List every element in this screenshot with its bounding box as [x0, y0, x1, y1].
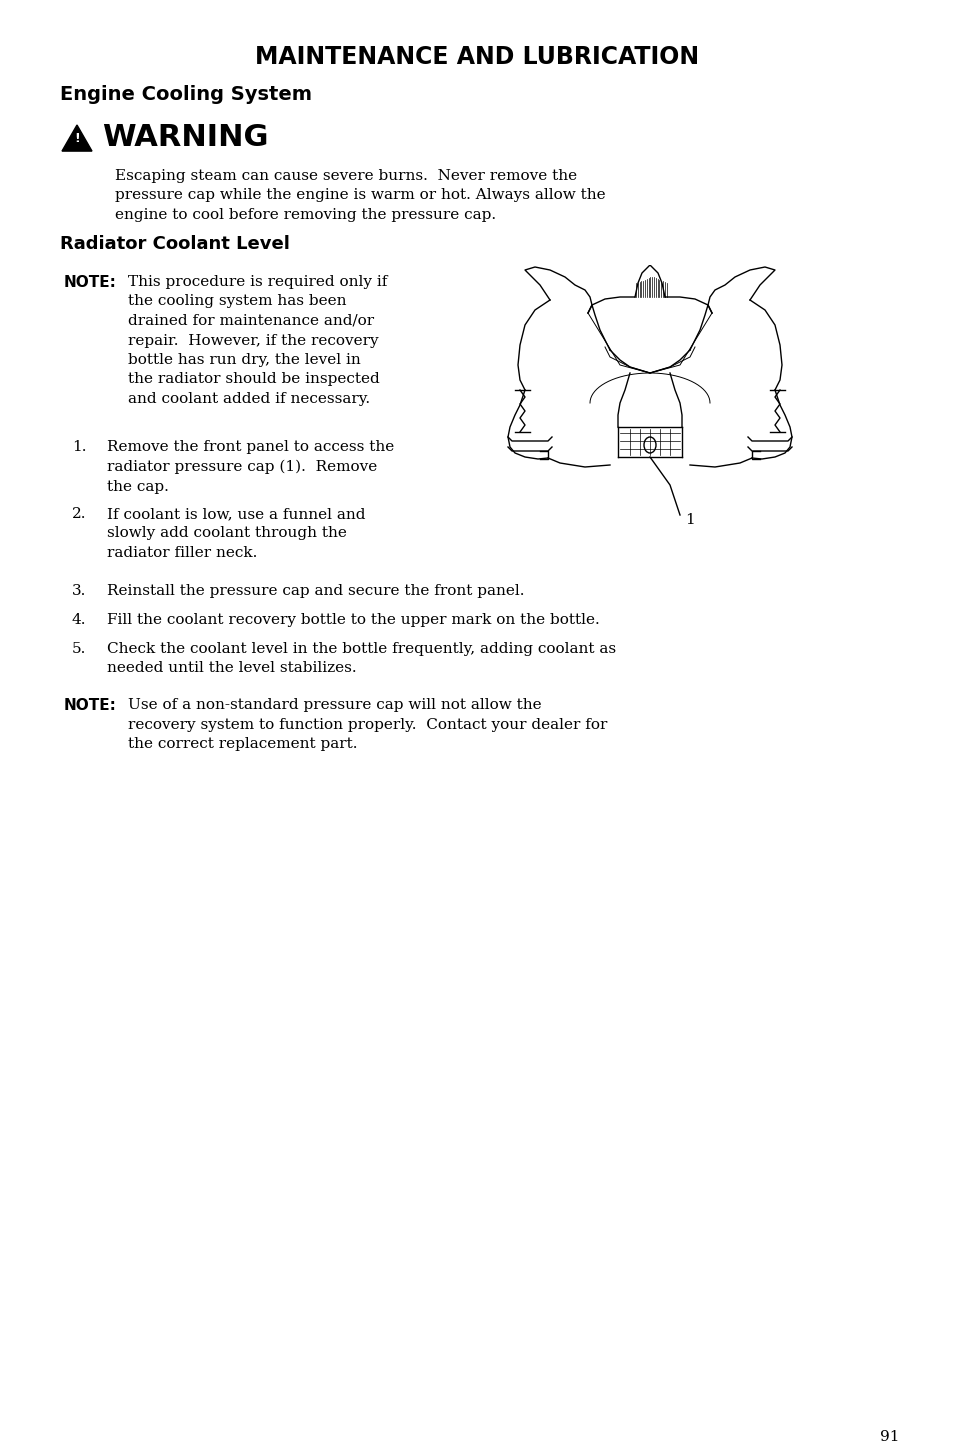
Text: Engine Cooling System: Engine Cooling System [60, 84, 312, 105]
Text: 1: 1 [684, 513, 694, 526]
Text: NOTE:: NOTE: [64, 275, 117, 289]
Text: If coolant is low, use a funnel and
slowly add coolant through the
radiator fill: If coolant is low, use a funnel and slow… [107, 507, 365, 560]
Text: Fill the coolant recovery bottle to the upper mark on the bottle.: Fill the coolant recovery bottle to the … [107, 614, 599, 627]
Text: 4.: 4. [71, 614, 87, 627]
Text: Reinstall the pressure cap and secure the front panel.: Reinstall the pressure cap and secure th… [107, 585, 524, 598]
Text: MAINTENANCE AND LUBRICATION: MAINTENANCE AND LUBRICATION [254, 45, 699, 68]
Text: 5.: 5. [71, 643, 87, 656]
Text: This procedure is required only if
the cooling system has been
drained for maint: This procedure is required only if the c… [128, 275, 387, 406]
Text: 91: 91 [880, 1429, 899, 1444]
Text: Use of a non-standard pressure cap will not allow the
recovery system to functio: Use of a non-standard pressure cap will … [128, 698, 607, 752]
Text: Remove the front panel to access the
radiator pressure cap (1).  Remove
the cap.: Remove the front panel to access the rad… [107, 441, 394, 493]
Text: !: ! [74, 131, 80, 144]
Text: Radiator Coolant Level: Radiator Coolant Level [60, 236, 290, 253]
Text: 1.: 1. [71, 441, 87, 454]
Text: 2.: 2. [71, 507, 87, 521]
Text: Escaping steam can cause severe burns.  Never remove the
pressure cap while the : Escaping steam can cause severe burns. N… [115, 169, 605, 222]
Polygon shape [62, 125, 91, 151]
Text: NOTE:: NOTE: [64, 698, 117, 712]
Text: WARNING: WARNING [102, 124, 268, 153]
Text: Check the coolant level in the bottle frequently, adding coolant as
needed until: Check the coolant level in the bottle fr… [107, 643, 616, 676]
Text: 3.: 3. [71, 585, 87, 598]
